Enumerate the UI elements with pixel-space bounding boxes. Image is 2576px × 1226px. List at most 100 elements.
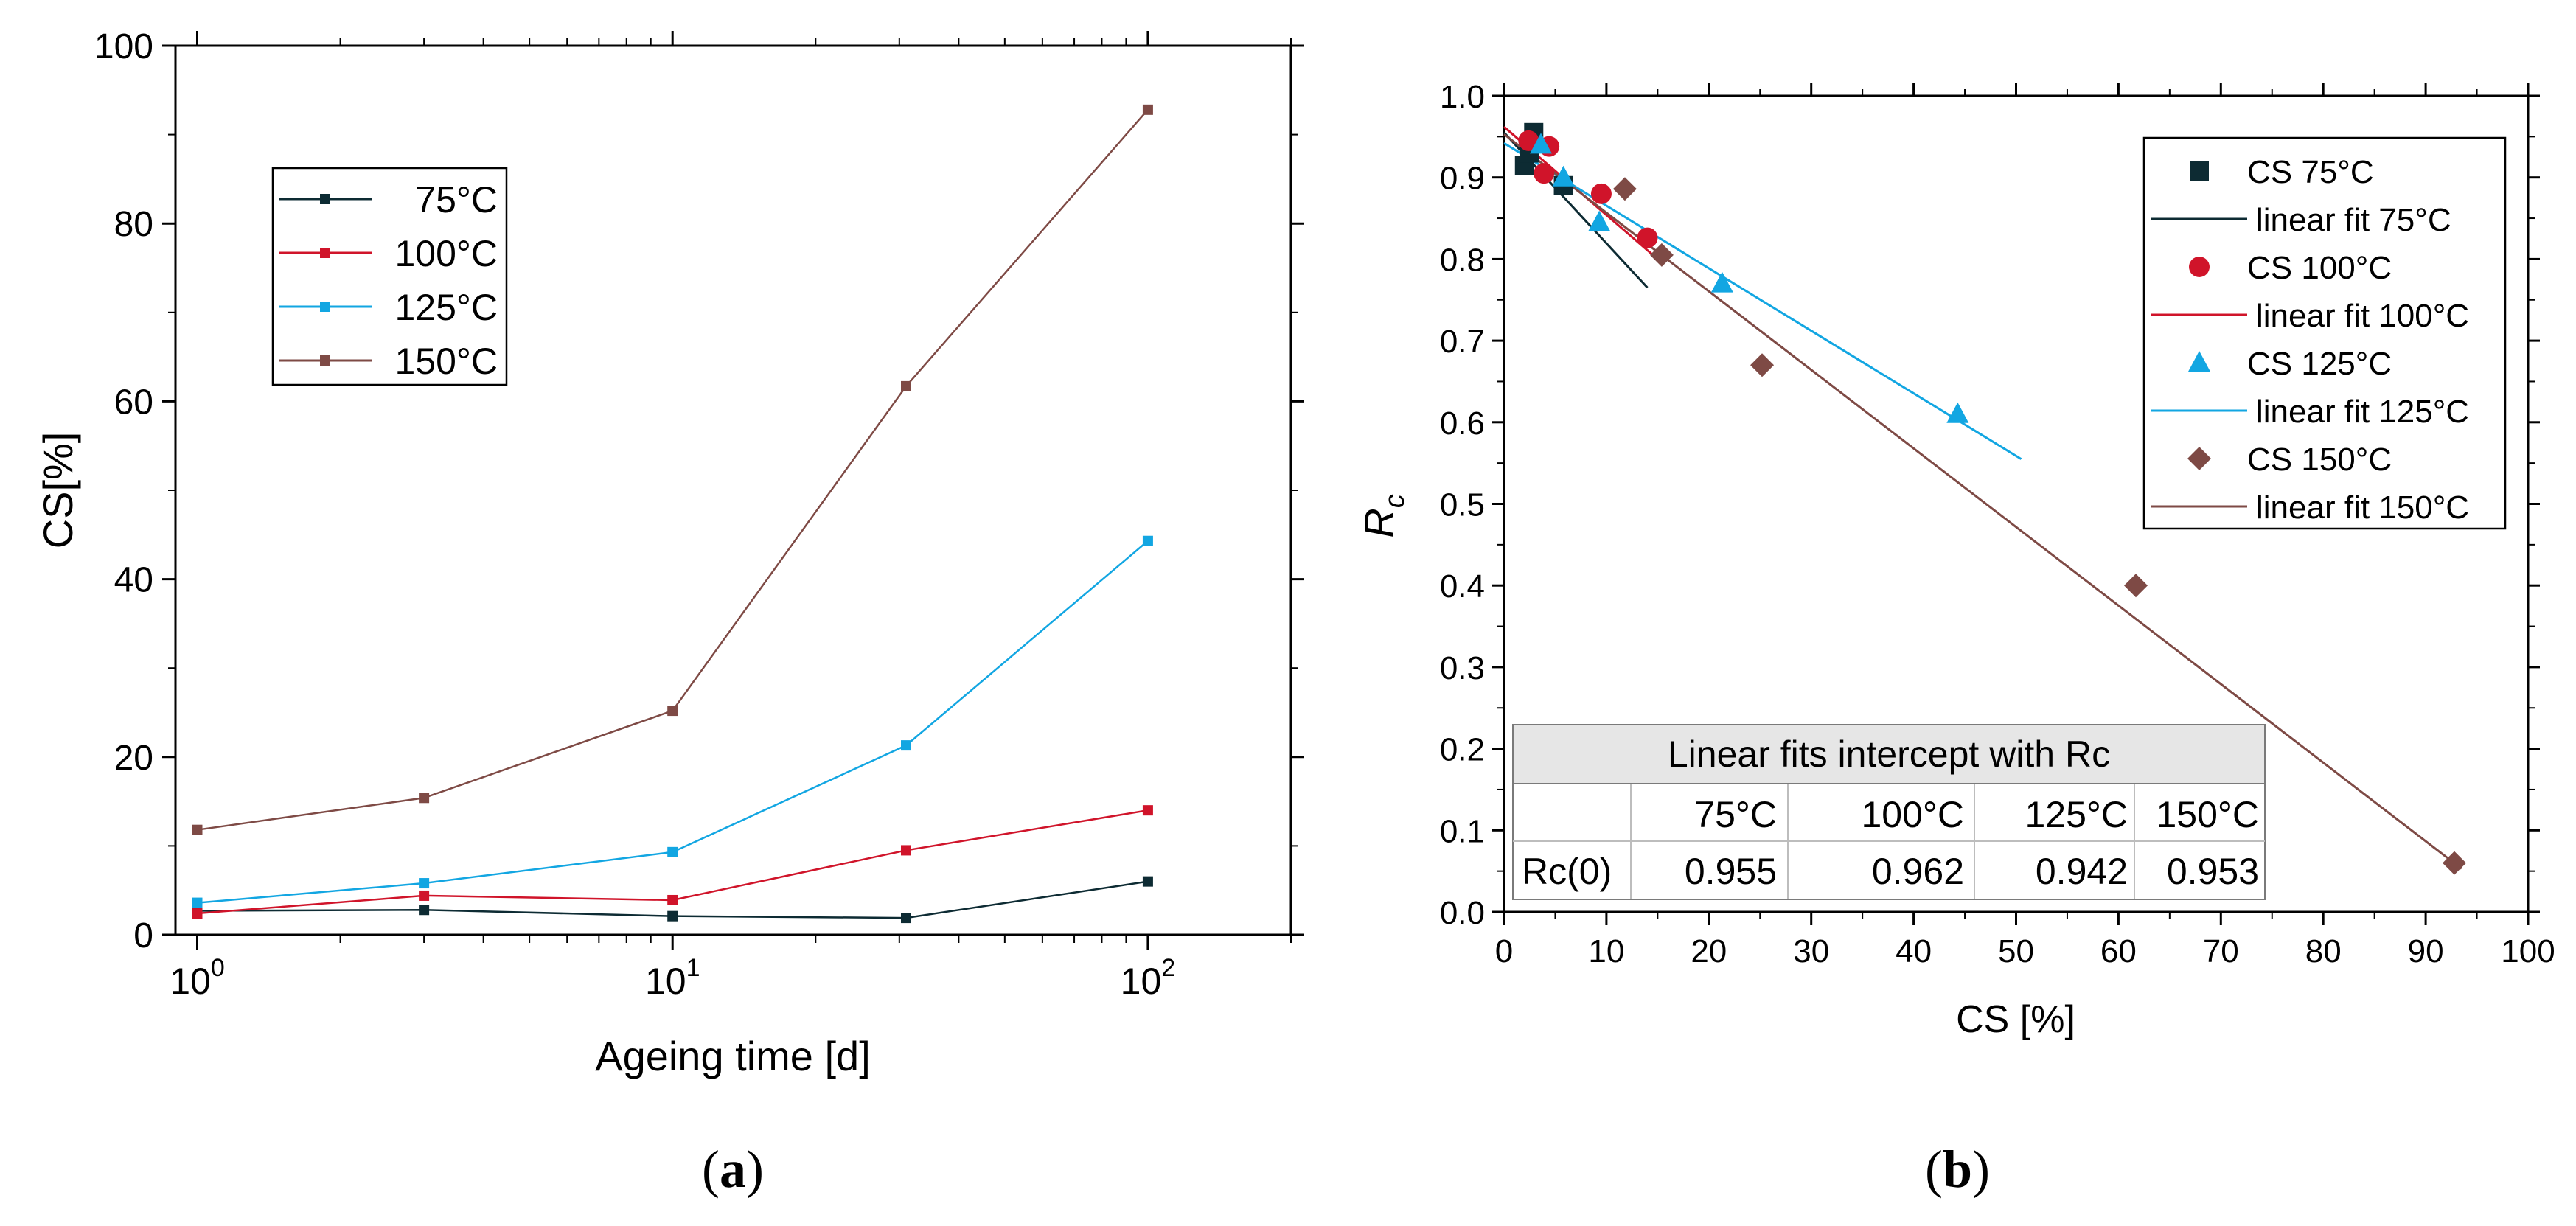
panel-a-legend: 75°C 100°C 125°C 150°C [271,167,508,386]
panel-b-ytick-label: 0.9 [1440,161,1485,197]
panel-b-legend-label: CS 75°C [2247,154,2374,190]
panel-a-point [900,380,911,391]
panel-a-point [1142,535,1153,546]
triangle-marker [1710,271,1733,293]
panel-b-legend-fit-label: linear fit 75°C [2256,202,2451,238]
intercept-table-header-125: 125°C [2025,794,2128,835]
panel-a-ytick-label: 20 [114,739,153,778]
panel-a-xtick-label: 100 [170,954,225,1002]
panel-b: 0.0 0.1 0.2 0.3 0.4 0.5 0.6 0.7 0.8 0.9 1.0 0 10 20 30… [1356,79,2555,1199]
panel-a-legend-label: 125°C [394,287,498,328]
panel-a-point [1142,104,1153,115]
panel-a-xtick-base: 10 [645,961,686,1002]
panel-a-legend-label: 150°C [394,341,498,382]
panel-b-xtick-label: 70 [2203,933,2239,969]
panel-a-legend-marker [320,194,330,204]
intercept-table-title-cell [1512,724,2266,784]
panel-b-xtick-label: 80 [2305,933,2342,969]
intercept-table-value-100: 0.962 [1872,851,1964,892]
panel-b-legend: CS 75°C linear fit 75°C CS 100°C linear fit… [2142,136,2507,530]
panel-a-ytick-label: 80 [114,205,153,244]
panel-a-ytick-label: 100 [94,27,153,66]
panel-b-ytick-label: 1.0 [1440,79,1485,115]
circle-marker [1518,130,1539,151]
panel-a-point [900,845,911,856]
panel-a-caption: (a) [702,1140,764,1199]
panel-b-ytick-label: 0.4 [1440,568,1485,605]
panel-b-legend-fit-label: linear fit 125°C [2256,394,2469,430]
diamond-marker [1750,353,1775,377]
panel-a-x-axis-label: Ageing time [d] [595,1033,871,1079]
panel-a-xtick-base: 10 [170,961,211,1002]
panel-a-xtick-label: 101 [645,954,700,1002]
panel-a-point [192,824,203,835]
panel-a-point [419,793,430,804]
intercept-table-value-75: 0.955 [1685,851,1777,892]
intercept-table-value-125: 0.942 [2036,851,2128,892]
panel-b-xtick-label: 0 [1495,933,1513,969]
panel-b-xtick-label: 100 [2501,933,2555,969]
panel-a-ytick-label: 60 [114,383,153,422]
panel-a-point [192,897,203,908]
intercept-table: Linear fits intercept with Rc 75°C 100°C… [1512,724,2266,900]
panel-b-fit-line [1503,142,2022,460]
panel-b-points [1514,122,2466,875]
panel-a-xtick-exp: 0 [211,954,225,982]
diamond-marker [2187,447,2211,470]
intercept-table-title: Linear fits intercept with Rc [1668,734,2110,775]
circle-marker [2189,257,2210,277]
diamond-marker [2124,574,2148,598]
panel-a-legend-label: 75°C [415,179,498,220]
panel-a-point [419,890,430,901]
panel-a-xtick-exp: 2 [1161,954,1175,982]
intercept-table-header-75: 75°C [1694,794,1777,835]
panel-a-point [900,740,911,751]
circle-marker [1590,183,1612,204]
intercept-table-header-100: 100°C [1861,794,1964,835]
panel-a-point [667,706,678,717]
panel-b-legend-fit-label: linear fit 150°C [2256,490,2469,526]
panel-a-point [419,878,430,889]
panel-b-x-axis-label: CS [%] [1956,998,2075,1041]
panel-b-y-axis-label: Rc [1356,494,1410,537]
panel-b-legend-fit-label: linear fit 100°C [2256,298,2469,334]
panel-b-ytick-label: 0.6 [1440,405,1485,442]
panel-b-xtick-label: 10 [1588,933,1624,969]
panel-a-point [900,913,911,924]
diamond-marker [1649,243,1674,267]
panel-b-ytick-label: 0.5 [1440,487,1485,523]
panel-a-point [1142,876,1153,887]
panel-a-xtick-label: 102 [1121,954,1176,1002]
panel-b-legend-label: CS 125°C [2247,346,2392,382]
panel-a-legend-marker [320,355,330,366]
panel-b-xtick-label: 40 [1896,933,1932,969]
panel-a-point [667,910,678,922]
panel-b-ytick-label: 0.0 [1440,895,1485,931]
panel-a-ytick-label: 40 [114,561,153,600]
panel-b-caption: (b) [1925,1140,1990,1199]
panel-a-xtick-exp: 1 [686,954,700,982]
intercept-table-header-150: 150°C [2156,794,2259,835]
circle-marker [1534,163,1555,184]
triangle-marker [1530,133,1553,154]
panel-a-point [667,894,678,905]
panel-b-ytick-label: 0.1 [1440,813,1485,849]
panel-b-axis-ticks: 0.0 0.1 0.2 0.3 0.4 0.5 0.6 0.7 0.8 0.9 1.0 0 10 20 30… [1440,79,2555,969]
panel-b-ytick-label: 0.2 [1440,732,1485,768]
triangle-marker [1588,210,1611,231]
panel-b-ytick-label: 0.7 [1440,324,1485,360]
panel-a-point [192,908,203,919]
panel-a-legend-marker [320,302,330,312]
panel-b-ytick-label: 0.8 [1440,242,1485,278]
panel-a-point [667,846,678,857]
panel-b-xtick-label: 50 [1998,933,2034,969]
triangle-marker [2188,351,2210,372]
panel-a-point [1142,805,1153,816]
panel-b-legend-label: CS 100°C [2247,250,2392,286]
panel-a-xtick-base: 10 [1121,961,1162,1002]
panel-b-xtick-label: 60 [2100,933,2137,969]
intercept-table-row-label: Rc(0) [1522,851,1612,892]
square-marker [2190,161,2209,181]
